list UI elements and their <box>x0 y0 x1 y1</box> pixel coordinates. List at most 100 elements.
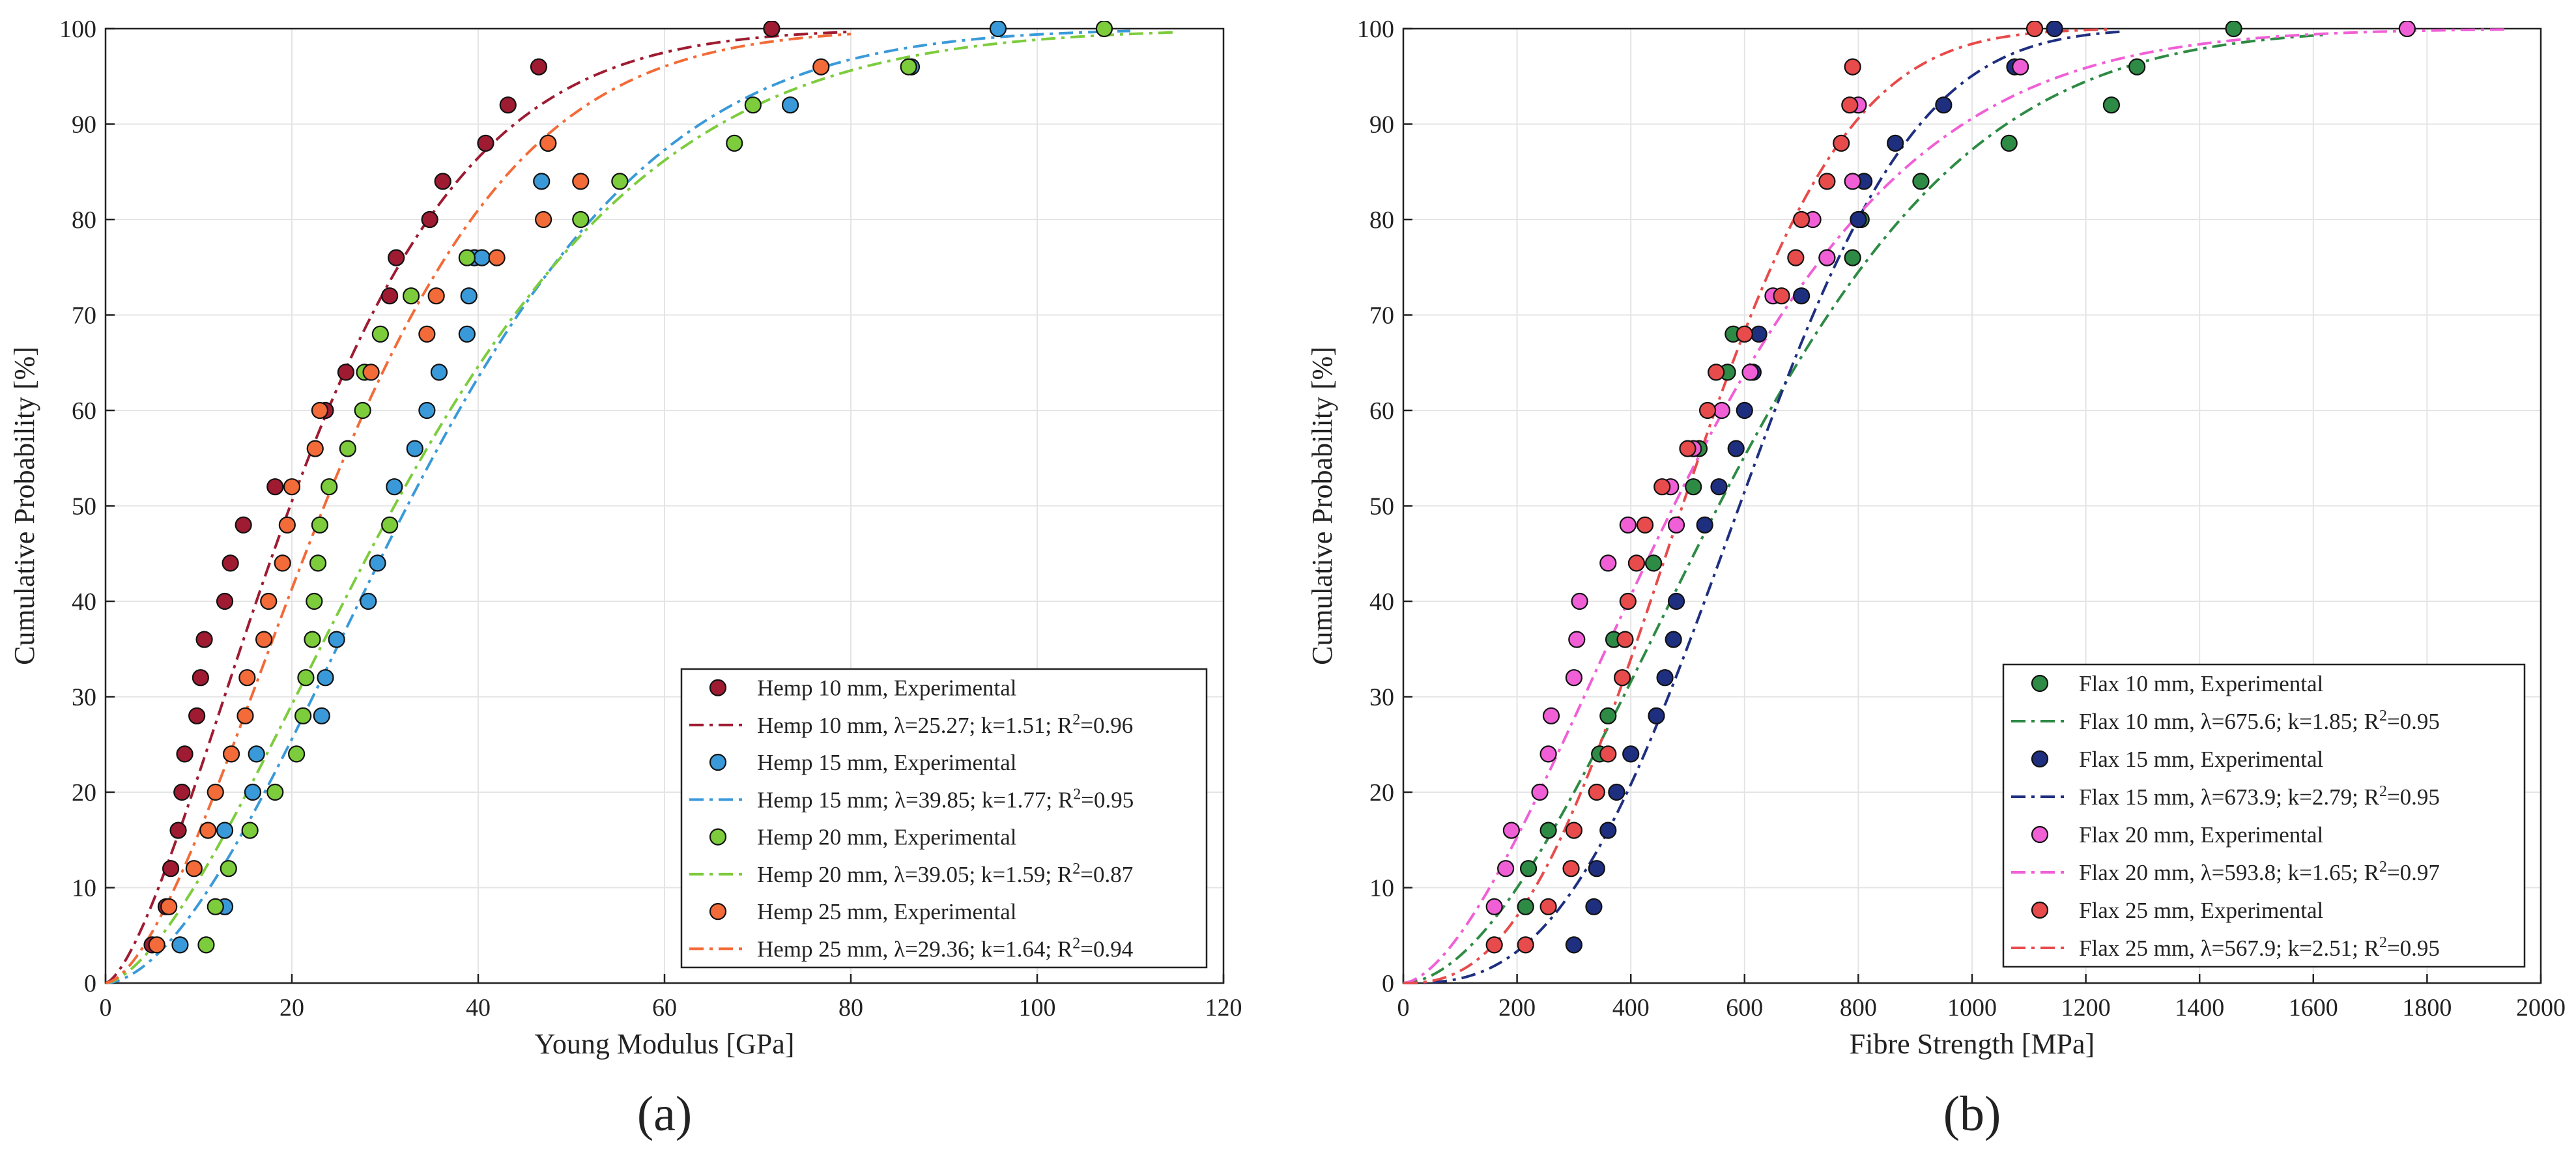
legend-label: Flax 10 mm, λ=675.6; k=1.85; R2=0.95 <box>2079 707 2440 734</box>
data-point <box>1517 898 1534 915</box>
data-point <box>1698 401 1717 420</box>
data-point <box>1645 554 1663 572</box>
y-tick-label: 50 <box>1369 493 1394 521</box>
data-point <box>1614 669 1631 687</box>
legend-label: Hemp 20 mm, λ=39.05; k=1.59; R2=0.87 <box>757 861 1133 887</box>
data-point <box>1710 478 1728 496</box>
series-points-0 <box>1517 21 2242 915</box>
data-point <box>1485 936 1503 954</box>
data-point <box>1619 516 1637 534</box>
x-tick-label: 400 <box>1612 994 1650 1021</box>
x-tick-label: 600 <box>1726 994 1763 1021</box>
legend-marker <box>2031 825 2049 844</box>
y-tick-label: 10 <box>1369 875 1394 902</box>
data-point <box>1599 745 1617 763</box>
legend-box <box>2002 663 2526 968</box>
data-point <box>1502 821 1520 839</box>
ticks: 0 200 400 600 800 1000 1200 1400 1600 1800 2000 0 10… <box>1357 16 2566 1021</box>
data-point <box>1912 173 1930 190</box>
data-point <box>1833 134 1850 152</box>
series-points-4 <box>197 21 1113 954</box>
plot-area <box>106 21 1177 984</box>
data-point <box>1519 860 1538 878</box>
legend-marker <box>709 828 727 846</box>
data-point <box>2225 21 2242 38</box>
data-point <box>1665 631 1682 648</box>
series-points-6 <box>1485 21 2044 954</box>
y-tick-label: 30 <box>72 684 96 711</box>
data-point <box>309 554 327 572</box>
data-point <box>1095 21 1113 38</box>
data-point <box>1568 631 1586 648</box>
x-tick-label: 0 <box>1397 994 1410 1021</box>
y-tick-label: 100 <box>59 16 96 43</box>
data-point <box>195 631 213 648</box>
data-point <box>162 860 180 878</box>
fit-curve-5 <box>1403 28 2507 984</box>
x-tick-label: 800 <box>1840 994 1877 1021</box>
data-point <box>1599 554 1617 572</box>
data-point <box>274 554 291 572</box>
y-tick-label: 80 <box>1369 207 1394 234</box>
data-point <box>533 173 551 190</box>
data-point <box>294 707 312 724</box>
data-point <box>418 401 436 420</box>
data-point <box>1818 173 1836 190</box>
y-tick-label: 70 <box>1369 302 1394 330</box>
x-tick-label: 1400 <box>2175 994 2224 1021</box>
data-point <box>1565 821 1582 839</box>
data-point <box>235 516 252 534</box>
data-point <box>2025 21 2044 38</box>
data-point <box>278 516 296 534</box>
data-point <box>1844 249 1861 266</box>
y-tick-label: 40 <box>72 588 96 616</box>
data-point <box>317 669 334 687</box>
legend-label: Flax 25 mm, λ=567.9; k=2.51; R2=0.95 <box>2079 934 2440 961</box>
data-point <box>1585 898 1603 915</box>
data-point <box>192 669 209 687</box>
y-tick-label: 60 <box>1369 397 1394 425</box>
data-point <box>1667 516 1685 534</box>
data-point <box>1844 173 1861 190</box>
data-point <box>488 249 506 266</box>
data-point <box>371 325 389 343</box>
x-tick-label: 40 <box>466 994 491 1021</box>
data-point <box>313 707 330 724</box>
y-tick-label: 80 <box>72 207 96 234</box>
data-point <box>1935 96 1953 114</box>
data-point <box>1656 669 1674 687</box>
data-point <box>1539 821 1557 839</box>
data-point <box>207 783 224 801</box>
data-point <box>283 478 301 496</box>
data-point <box>176 745 193 763</box>
plot-area <box>1403 21 2507 984</box>
data-point <box>1844 58 1861 76</box>
data-point <box>1887 134 1904 152</box>
data-point <box>1565 936 1582 954</box>
data-point <box>2398 21 2416 38</box>
data-point <box>386 478 403 496</box>
data-point <box>1793 287 1810 305</box>
x-tick-label: 100 <box>1019 994 1056 1021</box>
data-point <box>1619 592 1637 610</box>
data-point <box>304 631 321 648</box>
data-point <box>288 745 306 763</box>
data-point <box>1773 287 1790 305</box>
panel-label: (b) <box>1943 1087 2001 1141</box>
data-point <box>148 936 165 954</box>
data-point <box>188 707 206 724</box>
data-point <box>222 554 239 572</box>
data-point <box>1531 783 1549 801</box>
data-point <box>611 173 629 190</box>
x-tick-label: 120 <box>1205 994 1242 1021</box>
data-point <box>260 592 278 610</box>
y-tick-label: 90 <box>72 111 96 139</box>
x-tick-label: 0 <box>100 994 112 1021</box>
data-point <box>1517 936 1534 954</box>
y-axis-title: Cumulative Probability [%] <box>8 347 40 665</box>
y-tick-label: 20 <box>1369 779 1394 807</box>
data-point <box>427 287 445 305</box>
data-point <box>238 669 256 687</box>
data-point <box>1539 898 1557 915</box>
legend-label: Hemp 25 mm, λ=29.36; k=1.64; R2=0.94 <box>757 935 1133 962</box>
